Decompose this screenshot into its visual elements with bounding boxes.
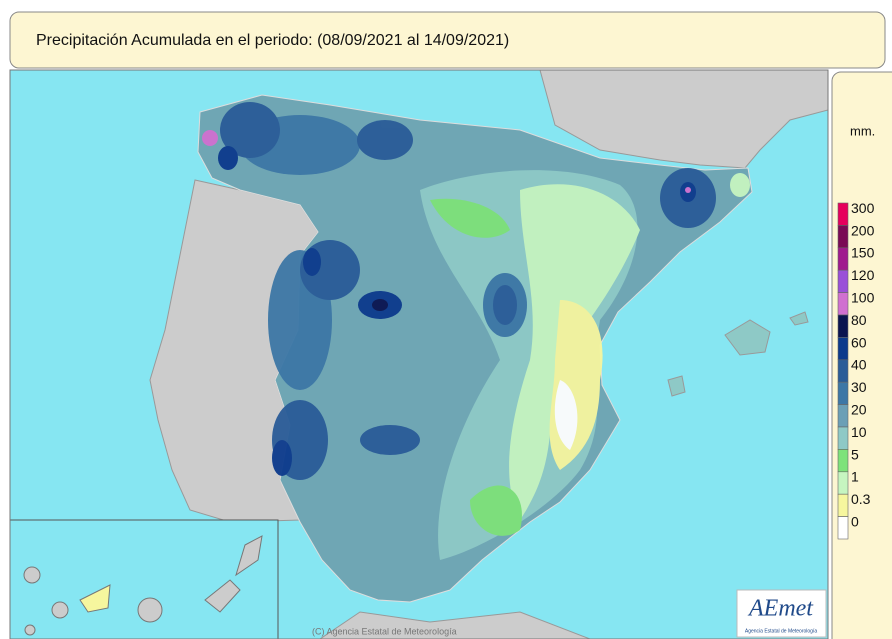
legend-label: 120 — [851, 267, 875, 283]
legend-swatch — [838, 494, 848, 516]
legend-unit: mm. — [850, 123, 875, 138]
legend-swatch — [838, 248, 848, 270]
legend-swatch — [838, 472, 848, 494]
legend-label: 80 — [851, 312, 867, 328]
legend-label: 300 — [851, 200, 875, 216]
legend-label: 200 — [851, 222, 875, 238]
legend-label: 60 — [851, 334, 867, 350]
legend-swatch — [838, 382, 848, 404]
legend-swatch — [838, 405, 848, 427]
legend-swatch — [838, 203, 848, 225]
legend: mm. 300 200 150 120 100 80 60 40 30 20 10 5 1 0.3 0 — [832, 72, 892, 639]
legend-label: 1 — [851, 469, 859, 485]
page: {"header": {"title": "Precipitación Acum… — [0, 0, 892, 639]
legend-swatch — [838, 337, 848, 359]
credits: (C) Agencia Estatal de Meteorología — [312, 626, 457, 636]
title: Precipitación Acumulada en el periodo: (… — [36, 32, 509, 49]
logo-name: AEmet — [747, 596, 814, 622]
canary-inset — [10, 520, 278, 639]
legend-label: 0 — [851, 514, 859, 530]
legend-label: 150 — [851, 245, 875, 261]
legend-label: 0.3 — [851, 491, 871, 507]
legend-swatch — [838, 427, 848, 449]
legend-swatch — [838, 225, 848, 247]
legend-label: 100 — [851, 290, 875, 306]
legend-swatch — [838, 517, 848, 539]
legend-label: 10 — [851, 424, 867, 440]
legend-label: 5 — [851, 446, 859, 462]
map: (C) Agencia Estatal de Meteorología AEme… — [10, 70, 828, 639]
legend-swatch — [838, 293, 848, 315]
logo-subtitle: Agencia Estatal de Meteorología — [745, 628, 817, 634]
legend-swatch — [838, 270, 848, 292]
legend-label: 40 — [851, 357, 867, 373]
logo: AEmet Agencia Estatal de Meteorología — [737, 590, 826, 637]
legend-label: 30 — [851, 379, 867, 395]
legend-swatch — [838, 449, 848, 471]
legend-swatch — [838, 315, 848, 337]
map-figure: Precipitación Acumulada en el periodo: (… — [0, 0, 892, 639]
legend-swatch — [838, 360, 848, 382]
legend-label: 20 — [851, 402, 867, 418]
